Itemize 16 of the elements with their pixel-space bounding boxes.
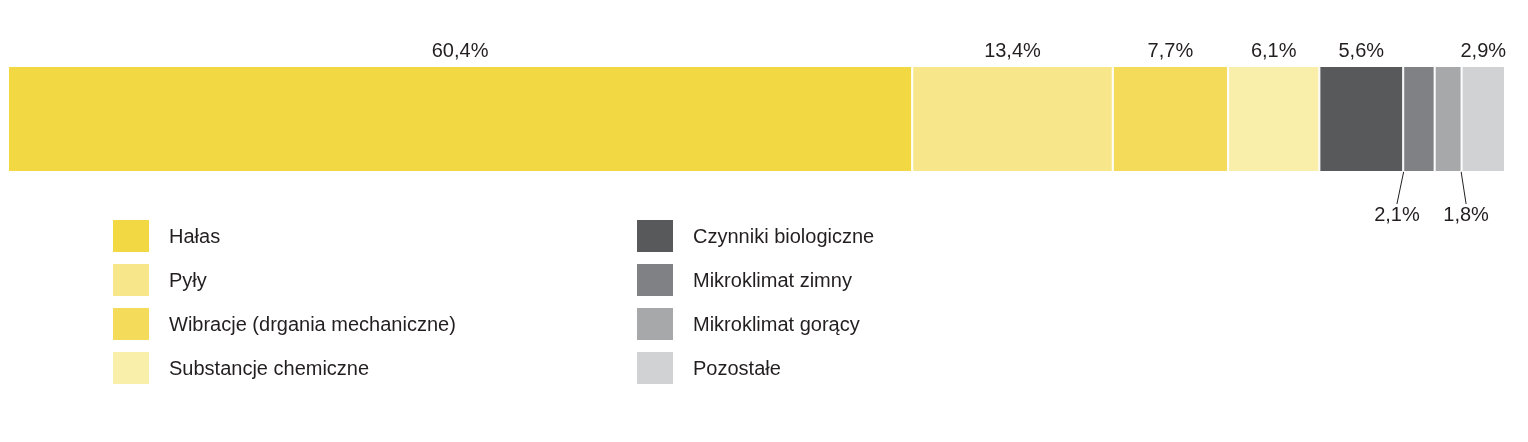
- legend-label: Wibracje (drgania mechaniczne): [169, 313, 456, 335]
- data-label: 13,4%: [984, 39, 1042, 61]
- data-label: 5,6%: [1338, 39, 1385, 61]
- legend-label: Pyły: [169, 269, 207, 291]
- data-label: 60,4%: [431, 39, 489, 61]
- legend-label: Pozostałe: [693, 357, 781, 379]
- data-label: 7,7%: [1147, 39, 1194, 61]
- legend-label: Mikroklimat gorący: [693, 313, 860, 335]
- data-label: 2,1%: [1374, 203, 1420, 225]
- data-label: 2,9%: [1460, 39, 1507, 61]
- legend-label: Hałas: [169, 225, 221, 247]
- legend-label: Substancje chemiczne: [169, 357, 370, 379]
- data-label: 1,8%: [1443, 203, 1490, 225]
- legend-label: Mikroklimat zimny: [693, 269, 852, 291]
- data-label: 6,1%: [1250, 39, 1297, 61]
- legend-label: Czynniki biologiczne: [693, 225, 875, 247]
